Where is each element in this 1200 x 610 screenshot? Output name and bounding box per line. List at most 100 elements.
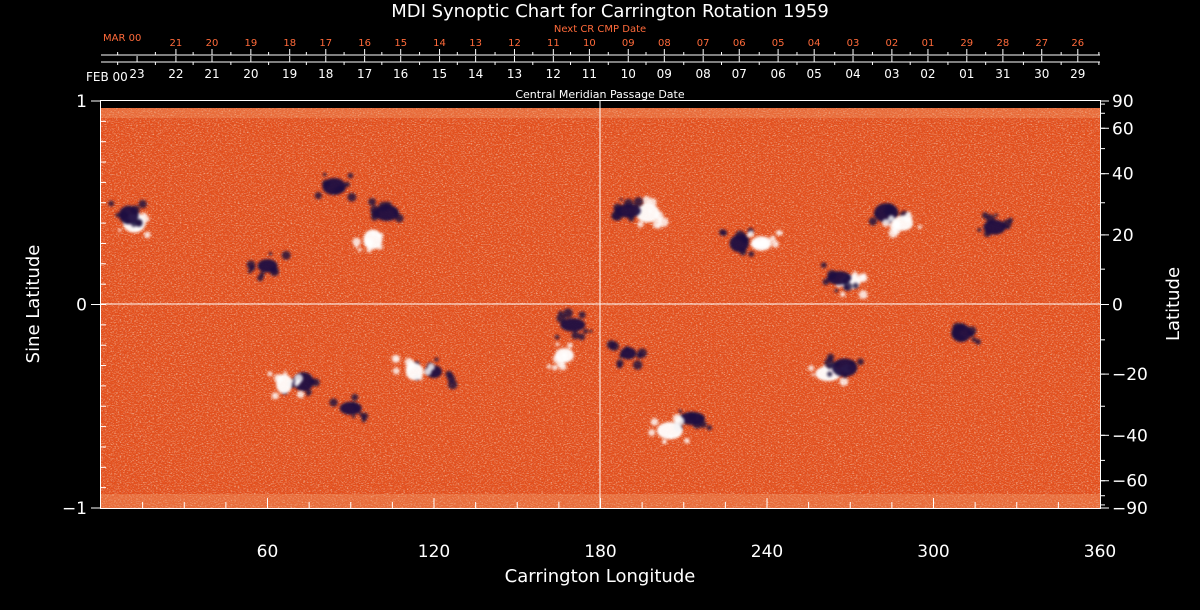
region-speck: [296, 390, 305, 399]
next-cr-date-label: 12: [508, 38, 521, 49]
region-speck: [118, 228, 122, 233]
region-speck: [890, 207, 895, 212]
next-cr-date-label: 13: [469, 38, 482, 49]
region-speck: [311, 378, 320, 387]
region-speck: [883, 206, 893, 216]
cmp-date-label: 17: [357, 67, 372, 81]
region-speck: [648, 198, 657, 207]
region-speck: [994, 213, 998, 217]
region-speck: [888, 215, 895, 222]
x-tick-label: 60: [257, 542, 279, 562]
positive-polarity-region: [635, 196, 669, 229]
region-speck: [613, 203, 622, 212]
cmp-date-label: 03: [884, 67, 899, 81]
region-speck: [624, 345, 630, 351]
negative-polarity-region: [554, 308, 593, 341]
cmp-date-label: 16: [393, 67, 408, 81]
region-core: [635, 203, 660, 223]
region-speck: [971, 337, 977, 343]
region-speck: [273, 374, 283, 383]
region-speck: [351, 401, 356, 407]
next-cr-date-label: 28: [997, 38, 1010, 49]
next-cr-date-label: 07: [697, 38, 710, 49]
region-speck: [267, 371, 273, 377]
lat-tick-label: −40: [1112, 426, 1148, 446]
right-axis-ticks: 90 60 40 20 0 −20 −40 −60 −90: [1100, 92, 1148, 519]
region-speck: [305, 390, 312, 396]
region-speck: [852, 282, 859, 289]
region-speck: [1002, 223, 1008, 229]
region-speck: [368, 198, 376, 206]
region-speck: [344, 181, 351, 188]
region-speck: [842, 278, 848, 284]
region-speck: [405, 365, 412, 372]
negative-polarity-region: [820, 262, 859, 293]
next-cr-date-label: 09: [622, 38, 635, 49]
region-speck: [846, 274, 851, 280]
cmp-date-label: 07: [732, 67, 747, 81]
cmp-date-label: 30: [1034, 67, 1049, 81]
region-speck: [678, 409, 683, 414]
region-speck: [906, 211, 912, 217]
region-speck: [873, 212, 879, 217]
region-speck: [427, 363, 435, 371]
negative-polarity-region: [108, 199, 147, 227]
region-speck: [769, 235, 776, 242]
chart-title: MDI Synoptic Chart for Carrington Rotati…: [391, 1, 829, 22]
region-speck: [321, 179, 331, 188]
next-cr-date-label: 14: [433, 38, 446, 49]
region-speck: [656, 216, 663, 223]
region-speck: [314, 191, 323, 200]
region-speck: [849, 360, 856, 366]
region-speck: [578, 333, 586, 341]
lat-tick-label: 0: [1112, 296, 1123, 316]
lat-tick-label: 90: [1112, 92, 1134, 112]
positive-polarity-region: [648, 413, 690, 445]
region-speck: [606, 340, 616, 350]
lat-tick-label: 40: [1112, 165, 1134, 185]
region-speck: [648, 429, 656, 437]
next-cr-date-label: 08: [658, 38, 671, 49]
lat-tick-label: −60: [1112, 472, 1148, 492]
negative-polarity-region: [611, 197, 644, 222]
negative-polarity-region: [246, 250, 291, 282]
region-speck: [746, 233, 751, 238]
region-speck: [360, 414, 365, 419]
region-speck: [958, 335, 964, 341]
region-speck: [144, 231, 151, 239]
top-axis-label: Central Meridian Passage Date: [515, 88, 684, 101]
region-speck: [556, 359, 564, 368]
next-cr-date-label: 10: [583, 38, 596, 49]
cmp-date-label: 09: [657, 67, 672, 81]
cmp-date-label: 04: [845, 67, 860, 81]
region-speck: [856, 274, 865, 283]
region-speck: [827, 353, 835, 361]
region-speck: [404, 357, 414, 367]
region-speck: [567, 342, 573, 349]
cmp-date-label: 14: [468, 67, 483, 81]
region-speck: [271, 392, 279, 400]
region-speck: [952, 331, 960, 339]
region-speck: [834, 361, 840, 367]
region-speck: [958, 323, 966, 331]
region-speck: [554, 334, 560, 340]
region-speck: [290, 379, 294, 383]
next-cr-date-label: 02: [886, 38, 899, 49]
cmp-date-label: 12: [546, 67, 561, 81]
region-speck: [827, 371, 833, 377]
region-speck: [771, 240, 779, 248]
region-speck: [130, 205, 140, 215]
region-speck: [699, 420, 707, 429]
region-speck: [353, 406, 358, 411]
x-tick-label: 300: [917, 542, 949, 562]
cmp-date-label: 05: [807, 67, 822, 81]
region-speck: [108, 200, 115, 207]
y-axis-label: Sine Latitude: [23, 245, 44, 364]
next-cr-date-label: 16: [358, 38, 371, 49]
region-speck: [739, 232, 747, 240]
region-speck: [843, 284, 849, 291]
region-speck: [561, 352, 568, 359]
region-speck: [394, 357, 398, 361]
cmp-date-label: 23: [129, 67, 144, 81]
